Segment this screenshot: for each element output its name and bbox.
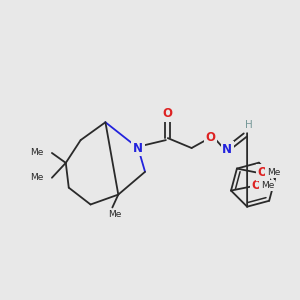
Text: Me: Me bbox=[31, 173, 44, 182]
Text: Me: Me bbox=[108, 210, 121, 219]
Text: O: O bbox=[258, 166, 268, 179]
Text: H: H bbox=[245, 120, 253, 130]
Text: N: N bbox=[133, 142, 143, 154]
Text: Me: Me bbox=[267, 168, 280, 177]
Text: O: O bbox=[252, 179, 262, 192]
Text: N: N bbox=[222, 142, 232, 155]
Text: Me: Me bbox=[261, 181, 274, 190]
Text: O: O bbox=[163, 107, 173, 120]
Text: O: O bbox=[206, 130, 215, 144]
Text: Me: Me bbox=[31, 148, 44, 158]
